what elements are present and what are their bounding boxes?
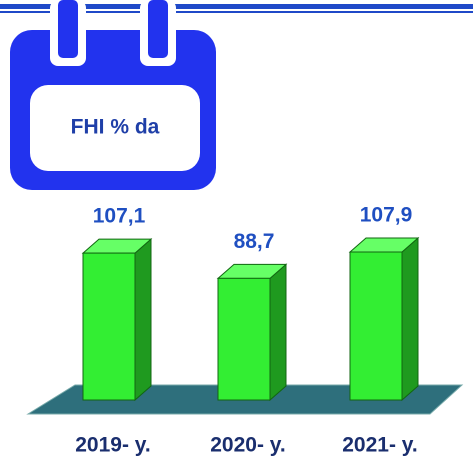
value-label: 88,7	[234, 230, 275, 253]
value-label: 107,9	[360, 204, 413, 227]
value-label: 107,1	[93, 205, 146, 228]
bar-side	[134, 237, 152, 402]
x-tick-label: 2021- y.	[342, 434, 418, 457]
bar	[216, 263, 288, 402]
bar-front	[82, 252, 136, 401]
bar-side	[401, 236, 419, 402]
chart-title: FHI % da	[71, 116, 160, 139]
bar-side	[269, 263, 287, 402]
bar	[348, 236, 420, 402]
bar-front	[217, 277, 271, 401]
bar-front	[349, 251, 403, 401]
bar	[81, 237, 153, 402]
x-tick-label: 2020- y.	[210, 434, 286, 457]
x-tick-label: 2019- y.	[75, 434, 151, 457]
calendar-icon	[10, 0, 216, 190]
header-lines	[0, 4, 473, 13]
